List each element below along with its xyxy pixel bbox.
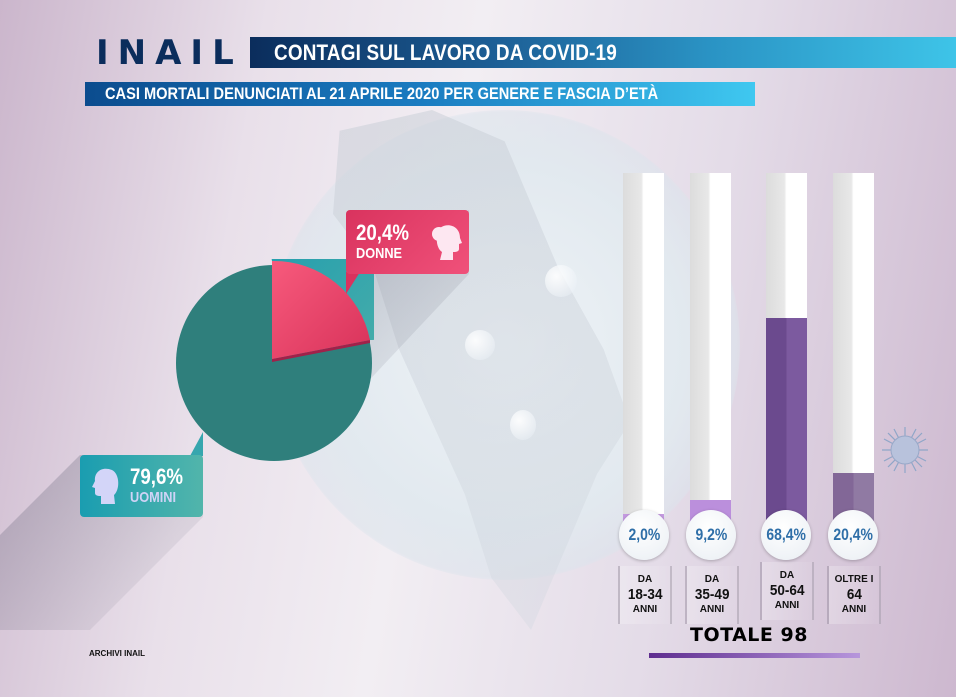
age-percentage-badge: 2,0% — [619, 510, 669, 560]
age-group-label: OLTRE I 64 ANNI — [827, 566, 881, 624]
page-subtitle: CASI MORTALI DENUNCIATI AL 21 APRILE 202… — [105, 84, 659, 103]
uomini-label: UOMINI — [130, 489, 177, 506]
page-title: CONTAGI SUL LAVORO DA COVID-19 — [274, 39, 617, 65]
age-group-label: DA 18-34 ANNI — [618, 566, 672, 624]
pie-slice-donne — [272, 260, 370, 359]
age-percentage-badge: 9,2% — [686, 510, 736, 560]
pie-slice-edge — [272, 340, 370, 362]
uomini-callout: 79,6% UOMINI — [80, 455, 203, 517]
donne-callout: 20,4% DONNE — [346, 210, 469, 274]
donne-label: DONNE — [356, 245, 403, 262]
age-percentage-badge: 68,4% — [761, 510, 811, 560]
source-credit: ARCHIVI INAIL — [89, 649, 145, 658]
age-group-label: DA 50-64 ANNI — [760, 562, 814, 620]
uomini-callout-pointer — [190, 432, 203, 456]
age-group-label: DA 35-49 ANNI — [685, 566, 739, 624]
bubble-decoration — [545, 265, 577, 297]
bubble-decoration — [465, 330, 495, 360]
man-head-icon — [92, 468, 119, 504]
age-bar-50-64 — [766, 173, 807, 535]
gender-pie-chart — [176, 259, 374, 461]
age-bar-over-64 — [833, 173, 874, 535]
subtitle-band: CASI MORTALI DENUNCIATI AL 21 APRILE 202… — [85, 82, 755, 106]
age-percentage-badge: 20,4% — [828, 510, 878, 560]
age-bar-fill — [766, 318, 807, 535]
uomini-percentage: 79,6% — [130, 464, 184, 489]
total-count: TOTALE 98 — [690, 624, 808, 646]
title-band: CONTAGI SUL LAVORO DA COVID-19 — [250, 37, 956, 68]
bubble-decoration — [510, 410, 536, 440]
age-bar-35-49 — [690, 173, 731, 535]
donne-percentage: 20,4% — [356, 220, 410, 245]
total-underline — [649, 653, 860, 658]
woman-head-icon — [432, 225, 463, 260]
age-bar-18-34 — [623, 173, 664, 535]
donne-callout-pointer — [346, 272, 360, 294]
inail-logo: INAIL — [96, 33, 243, 73]
virus-icon — [882, 427, 928, 473]
